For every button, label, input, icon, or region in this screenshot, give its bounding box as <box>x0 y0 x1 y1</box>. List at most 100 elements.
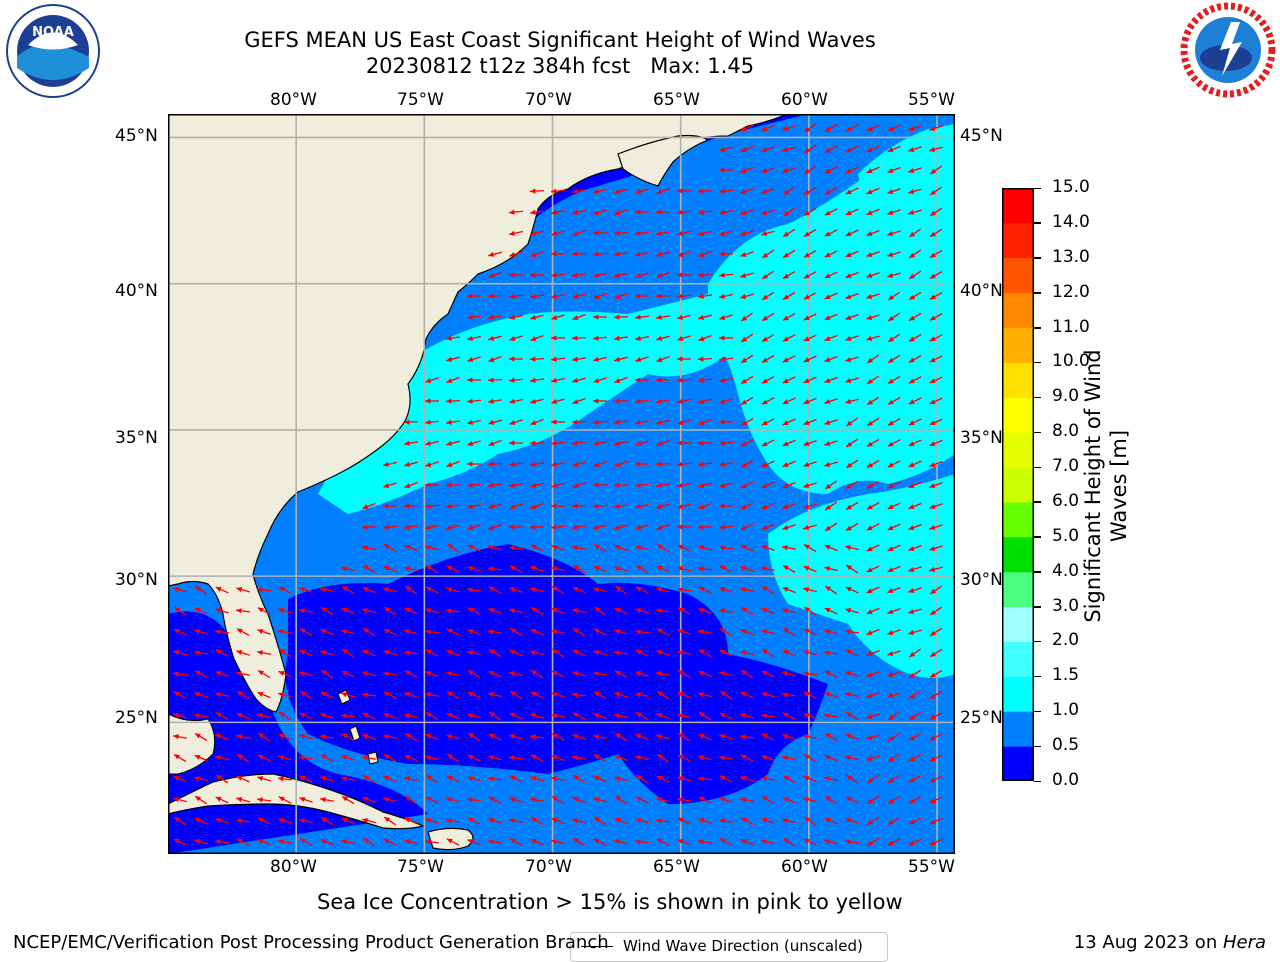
wave-direction-arrow <box>677 419 691 425</box>
wave-direction-arrow <box>887 586 901 594</box>
wave-direction-arrow <box>572 313 586 321</box>
wave-direction-arrow <box>782 524 796 530</box>
wave-direction-arrow <box>299 712 313 720</box>
wave-direction-arrow <box>593 543 607 553</box>
wave-direction-arrow <box>551 209 565 215</box>
wave-direction-arrow <box>362 818 376 824</box>
wave-direction-arrow <box>803 816 817 826</box>
wave-direction-arrow <box>656 503 670 509</box>
colorbar-tick-mark <box>1034 606 1041 608</box>
colorbar-swatch <box>1002 362 1034 398</box>
wave-direction-arrow <box>887 502 901 510</box>
wave-direction-arrow <box>425 564 439 574</box>
wave-direction-arrow <box>908 249 922 259</box>
wave-direction-arrow <box>761 312 775 322</box>
wave-direction-arrow <box>466 398 482 404</box>
wave-direction-arrow <box>719 837 733 847</box>
colorbar-tick-label: 4.0 <box>1052 560 1080 581</box>
wave-direction-arrow <box>719 712 733 720</box>
wave-direction-arrow <box>529 209 545 215</box>
map-border <box>168 114 955 854</box>
wave-direction-arrow <box>571 419 587 425</box>
wave-direction-arrow <box>530 230 544 236</box>
wave-direction-arrow <box>488 355 502 363</box>
wave-direction-arrow <box>530 628 544 636</box>
wave-direction-arrow <box>823 713 839 719</box>
wave-direction-arrow <box>782 418 796 426</box>
colorbar-swatch <box>1002 536 1034 573</box>
wave-direction-arrow <box>761 607 775 615</box>
colorbar-tick-mark <box>1034 222 1041 224</box>
wave-direction-arrow <box>761 670 775 678</box>
wave-direction-arrow <box>593 272 607 278</box>
wave-direction-arrow <box>635 796 649 804</box>
wave-direction-arrow <box>530 838 544 846</box>
wave-direction-arrow <box>887 230 901 236</box>
wave-direction-arrow <box>299 690 313 700</box>
wave-direction-arrow <box>782 502 796 510</box>
wave-direction-arrow <box>614 776 628 782</box>
wave-region-high-4 <box>858 124 955 249</box>
wave-direction-arrow <box>529 734 545 740</box>
wave-direction-arrow <box>467 713 481 719</box>
wave-direction-arrow <box>425 398 439 404</box>
wave-direction-arrow <box>698 586 712 594</box>
colorbar-swatch <box>1002 711 1034 747</box>
wave-direction-arrow <box>866 795 880 805</box>
wave-direction-arrow <box>761 209 775 215</box>
wave-direction-arrow <box>803 650 817 656</box>
wave-direction-arrow <box>740 272 754 278</box>
wave-direction-arrow <box>803 565 817 573</box>
wave-direction-arrow <box>887 439 901 447</box>
wave-direction-arrow <box>761 145 775 153</box>
wave-direction-arrow <box>656 335 670 341</box>
wave-direction-arrow <box>887 333 901 343</box>
wave-direction-arrow <box>782 796 796 804</box>
colorbar-tick-mark <box>1034 571 1041 573</box>
wave-direction-arrow <box>908 188 922 194</box>
wave-direction-arrow <box>550 713 566 719</box>
wave-direction-arrow <box>887 251 901 257</box>
wave-direction-arrow <box>403 713 419 719</box>
wave-direction-arrow <box>173 775 187 783</box>
wave-direction-arrow <box>803 797 817 803</box>
wave-direction-arrow <box>782 334 796 342</box>
wave-direction-arrow <box>656 690 670 700</box>
wave-direction-arrow <box>529 377 545 383</box>
wave-direction-arrow <box>572 671 586 677</box>
wave-direction-arrow <box>676 797 692 803</box>
wave-direction-arrow <box>466 797 482 803</box>
wave-direction-arrow <box>404 754 418 762</box>
colorbar-swatch <box>1002 501 1034 538</box>
wave-direction-arrow <box>803 397 817 405</box>
wave-direction-arrow <box>929 292 943 300</box>
wave-direction-arrow <box>404 795 418 805</box>
wave-direction-arrow <box>719 335 733 341</box>
wave-direction-arrow <box>866 628 880 636</box>
wave-direction-arrow <box>824 334 838 342</box>
wave-direction-arrow <box>446 690 460 700</box>
wave-direction-arrow <box>718 818 734 824</box>
wave-direction-arrow <box>908 418 922 426</box>
wave-direction-arrow <box>845 398 859 404</box>
wave-direction-arrow <box>404 544 418 552</box>
wave-direction-arrow <box>740 776 754 782</box>
wave-direction-arrow <box>194 839 208 845</box>
colorbar-swatch <box>1002 257 1034 294</box>
wave-direction-arrow <box>929 690 943 700</box>
wave-direction-arrow <box>383 838 397 846</box>
wave-direction-arrow <box>215 755 229 761</box>
wave-direction-arrow <box>404 629 418 635</box>
wave-direction-arrow <box>824 292 838 300</box>
wave-direction-arrow <box>782 291 796 301</box>
colorbar-tick-mark <box>1034 187 1041 189</box>
wave-direction-arrow <box>614 356 628 362</box>
land-bahamas <box>337 689 379 765</box>
wave-direction-arrow <box>425 440 439 446</box>
wave-direction-arrow <box>782 167 796 173</box>
wave-direction-arrow <box>613 503 629 509</box>
wave-direction-arrow <box>215 671 229 677</box>
colorbar-tick-label: 9.0 <box>1052 386 1080 407</box>
wave-direction-arrow <box>929 566 943 572</box>
wave-direction-arrow <box>677 754 691 762</box>
